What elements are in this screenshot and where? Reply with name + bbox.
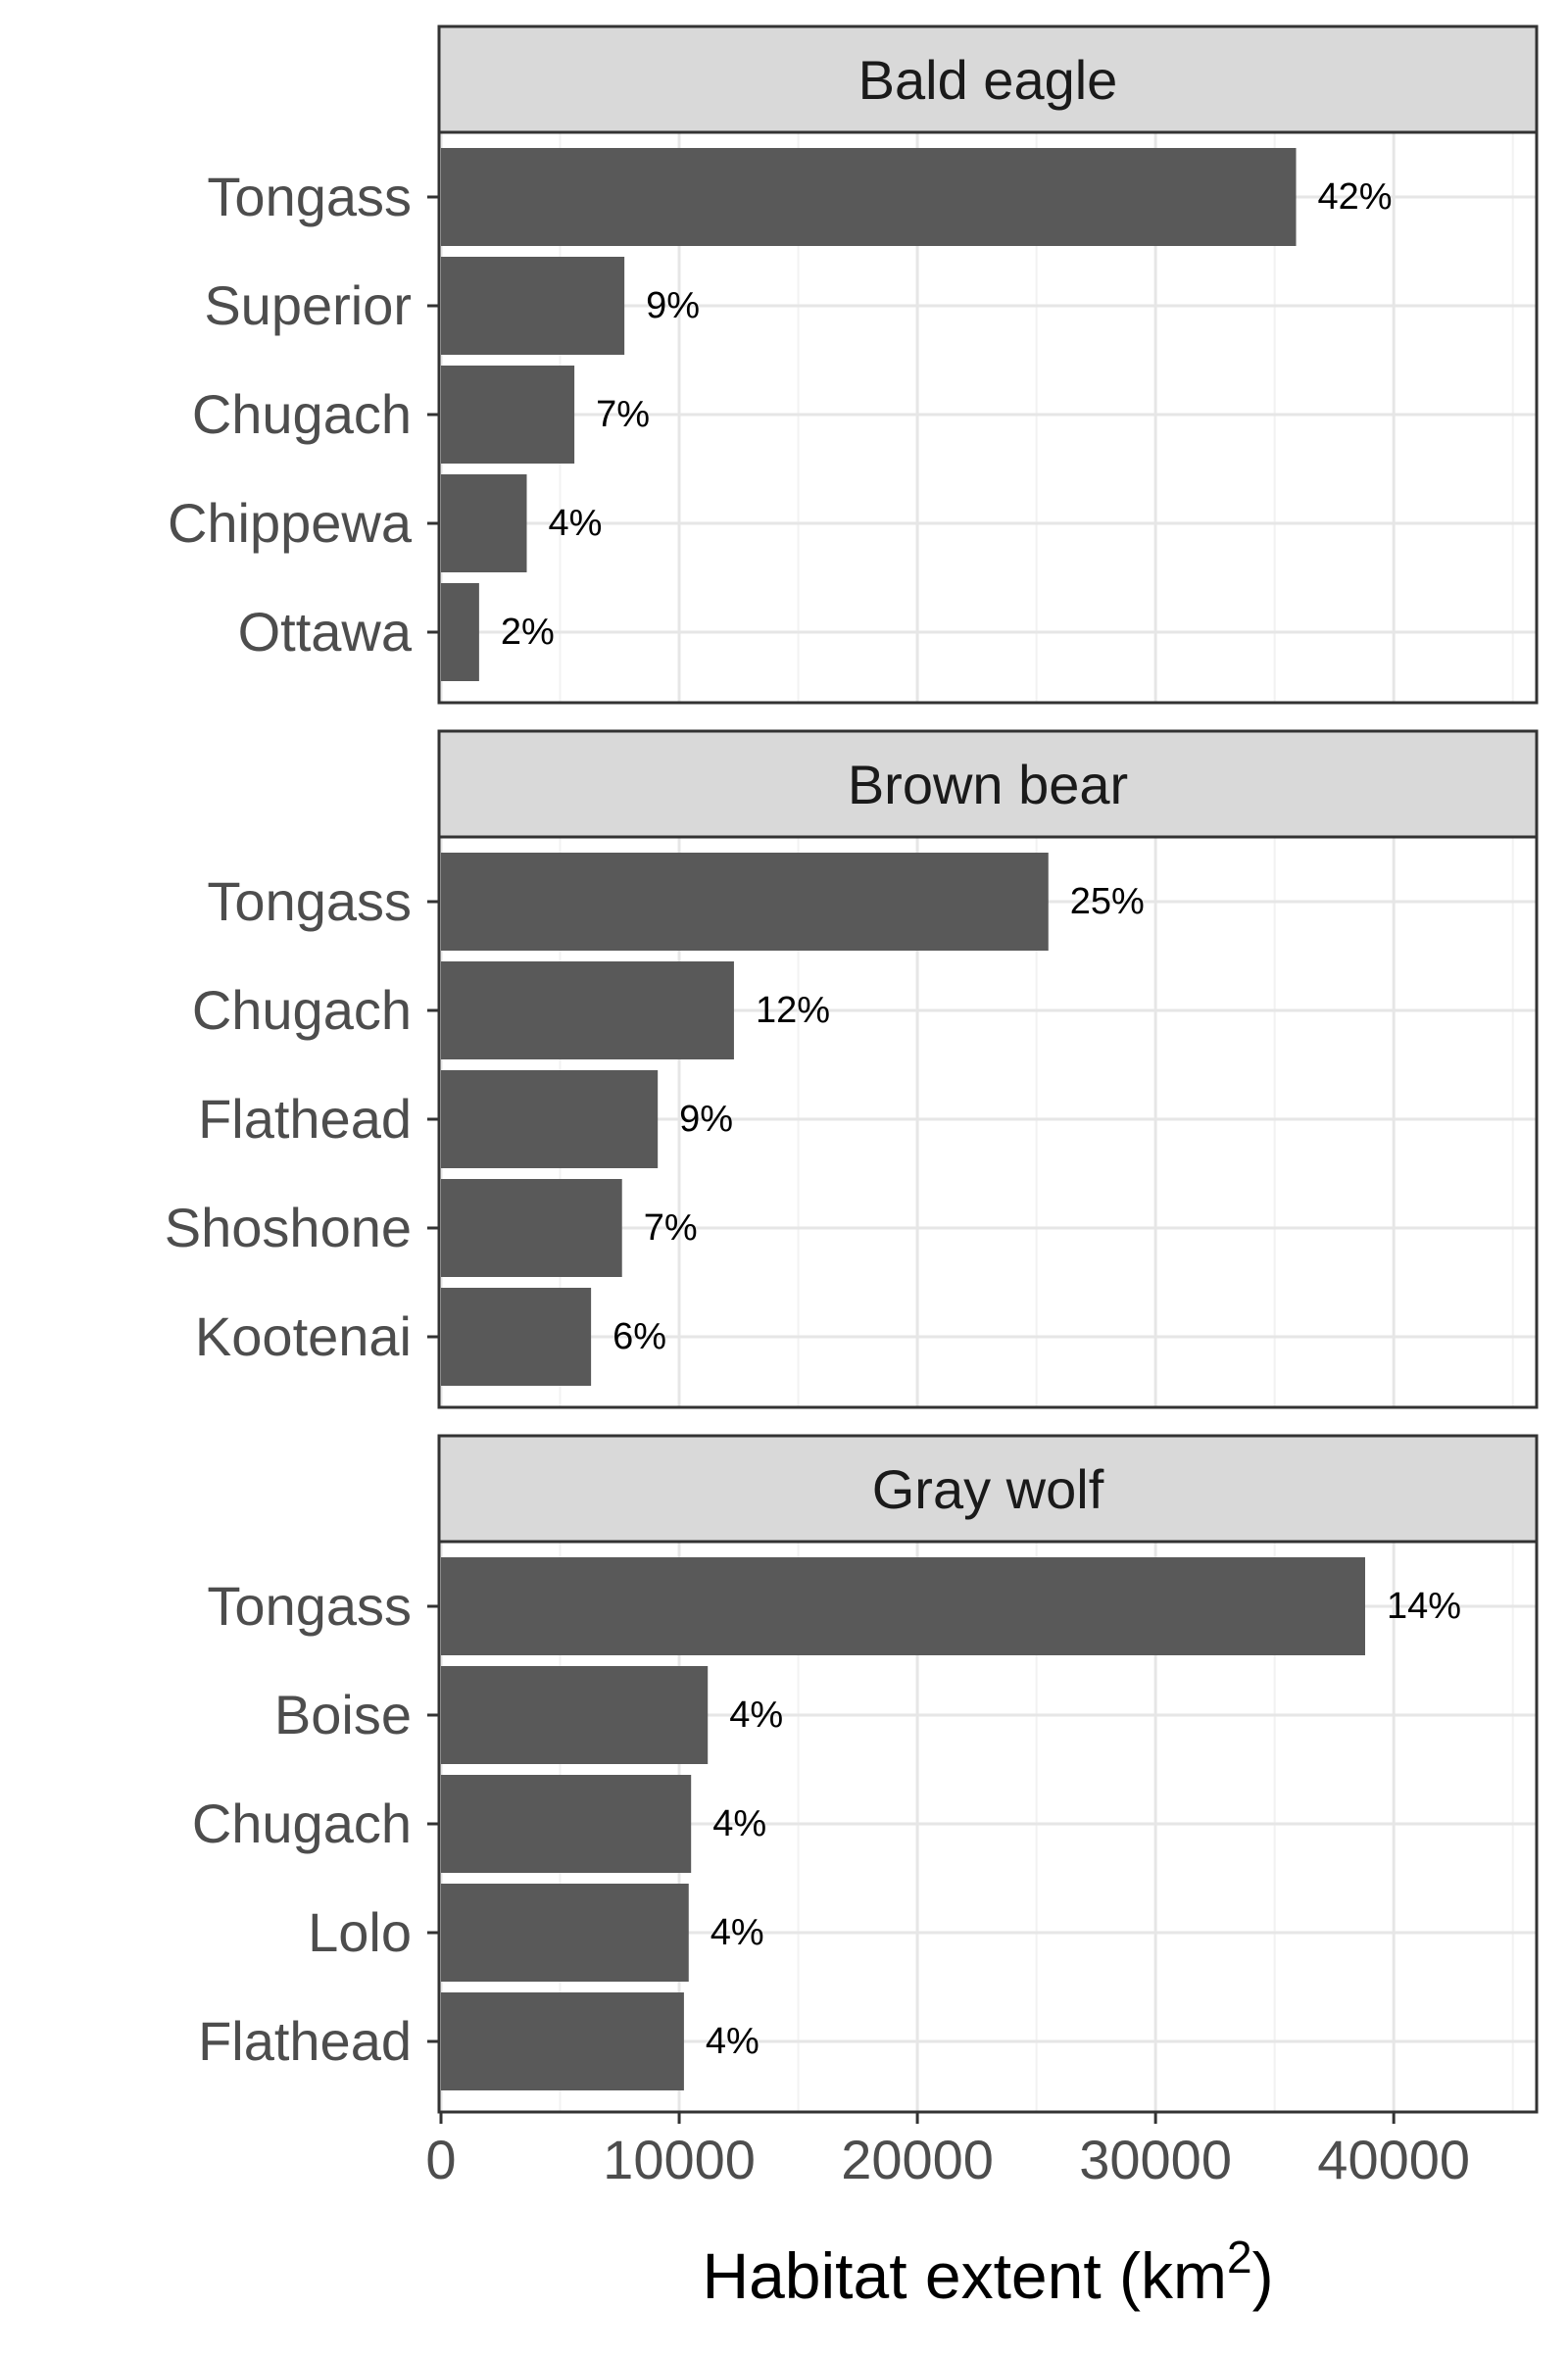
- x-tick-label: 30000: [1079, 2129, 1232, 2190]
- data-label: 9%: [679, 1099, 733, 1140]
- data-label: 4%: [548, 503, 602, 544]
- data-label: 7%: [644, 1207, 698, 1249]
- x-tick-label: 20000: [841, 2129, 994, 2190]
- bar: [441, 1666, 709, 1764]
- facet-title: Bald eagle: [858, 49, 1118, 111]
- category-label: Tongass: [207, 166, 412, 227]
- data-label: 4%: [712, 1803, 766, 1844]
- facet-strip: [437, 25, 1539, 134]
- bar: [441, 474, 527, 572]
- category-label: Lolo: [308, 1901, 412, 1963]
- bar: [441, 961, 734, 1059]
- bar: [441, 1992, 684, 2090]
- category-label: Chugach: [192, 979, 412, 1041]
- category-label: Tongass: [207, 1575, 412, 1637]
- category-label: Kootenai: [195, 1305, 412, 1367]
- bar: [441, 1775, 692, 1873]
- data-label: 14%: [1387, 1586, 1461, 1627]
- x-tick-label: 0: [425, 2129, 456, 2190]
- category-label: Superior: [204, 274, 412, 336]
- data-label: 25%: [1070, 881, 1145, 922]
- facet-strip: [437, 1434, 1539, 1544]
- category-label: Flathead: [198, 1088, 412, 1150]
- facet-title: Brown bear: [848, 754, 1128, 815]
- bar: [441, 1557, 1366, 1655]
- category-label: Boise: [274, 1684, 412, 1745]
- facet-strip: [437, 729, 1539, 839]
- bar: [441, 1884, 689, 1982]
- data-label: 12%: [756, 990, 830, 1031]
- data-label: 4%: [710, 1912, 764, 1953]
- data-label: 6%: [612, 1316, 666, 1357]
- category-label: Ottawa: [238, 601, 413, 663]
- category-label: Flathead: [198, 2010, 412, 2072]
- data-label: 9%: [646, 285, 700, 326]
- bar: [441, 1288, 592, 1386]
- category-label: Chugach: [192, 383, 412, 445]
- data-label: 4%: [729, 1694, 783, 1736]
- bar: [441, 257, 625, 355]
- category-label: Chippewa: [168, 492, 413, 554]
- bar: [441, 853, 1049, 951]
- bar: [441, 583, 479, 681]
- x-tick-label: 40000: [1317, 2129, 1470, 2190]
- x-tick-label: 10000: [603, 2129, 756, 2190]
- bar: [441, 366, 575, 464]
- bar: [441, 1070, 659, 1168]
- data-label: 2%: [501, 612, 555, 653]
- category-label: Shoshone: [165, 1197, 412, 1258]
- data-label: 42%: [1318, 176, 1393, 218]
- data-label: 7%: [596, 394, 650, 435]
- category-label: Chugach: [192, 1792, 412, 1854]
- facet-title: Gray wolf: [872, 1458, 1104, 1520]
- category-label: Tongass: [207, 870, 412, 932]
- bar: [441, 1179, 622, 1277]
- x-axis-title: Habitat extent (km2): [702, 2232, 1273, 2312]
- data-label: 4%: [706, 2021, 760, 2062]
- bar: [441, 148, 1297, 246]
